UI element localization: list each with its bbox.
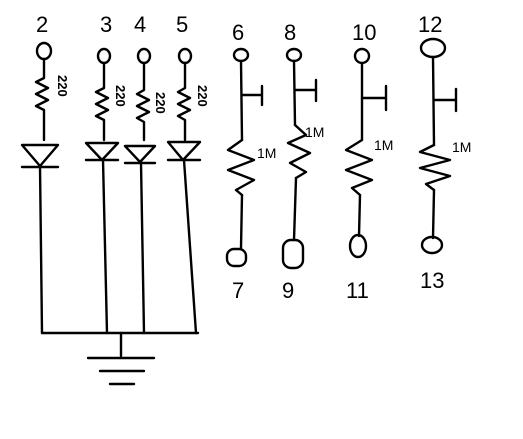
sensor-wire-bottom-10: [357, 193, 362, 238]
pin-pad-7: [225, 247, 248, 268]
led-channel-pin-3: 3 220: [84, 12, 128, 335]
pin-pad-10: [353, 47, 371, 65]
pin-pad-2: [35, 41, 53, 61]
resistor-label-220-4: 220: [195, 85, 210, 107]
led-lead-1: [38, 164, 44, 335]
resistor-label-1m-4: 1M: [452, 139, 471, 155]
sensor-wire-bottom-12: [431, 188, 436, 240]
sensor-channel-pin-12: 12 1M 13: [418, 12, 471, 293]
resistor-label-1m-2: 1M: [305, 124, 324, 140]
resistor-label-1m-3: 1M: [374, 137, 393, 153]
resistor-220-1: [34, 57, 50, 142]
led-diode-4: [166, 140, 202, 162]
pin-label-13: 13: [420, 268, 444, 293]
resistor-label-220-2: 220: [113, 85, 128, 107]
pin-label-9: 9: [282, 278, 294, 303]
pin-pad-12: [419, 37, 447, 59]
resistor-1m-1: [226, 138, 256, 197]
sensor-wire-bottom-6: [239, 193, 244, 250]
pin-label-7: 7: [232, 278, 244, 303]
led-channel-pin-4: 4 220: [123, 12, 168, 335]
resistor-220-2: [94, 61, 110, 142]
resistor-1m-2: [286, 123, 312, 180]
led-lead-3: [139, 161, 146, 335]
sensor-plate-8: [293, 78, 318, 103]
resistor-label-1m-1: 1M: [257, 145, 276, 161]
sensor-channel-pin-6: 6 1M 7: [225, 20, 276, 303]
pin-pad-13: [420, 235, 444, 255]
pin-label-10: 10: [352, 20, 376, 45]
sensor-plate-6: [240, 84, 264, 107]
led-diode-1: [20, 143, 60, 169]
sensor-wire-top-8: [292, 59, 297, 127]
ground-network: [40, 331, 200, 386]
pin-pad-8: [285, 47, 303, 63]
led-lead-2: [101, 158, 109, 335]
resistor-label-220-1: 220: [55, 75, 70, 97]
ground-symbol: [86, 356, 156, 386]
sensor-channel-pin-10: 10 1M 11: [344, 20, 393, 303]
pin-pad-3: [96, 47, 112, 65]
resistor-1m-4: [418, 143, 452, 192]
sensor-plate-12: [432, 87, 458, 113]
resistor-220-3: [135, 61, 151, 142]
sensor-wire-bottom-8: [292, 176, 298, 242]
pin-pad-11: [348, 233, 368, 259]
pin-label-5: 5: [176, 12, 188, 37]
led-channel-pin-5: 5 220: [166, 12, 210, 335]
led-diode-3: [123, 144, 157, 165]
pin-pad-5: [177, 47, 193, 65]
pin-label-12: 12: [418, 12, 442, 37]
led-channel-pin-2: 2 220: [20, 12, 70, 335]
sensor-channel-pin-8: 8 1M 9: [281, 20, 324, 303]
pin-label-6: 6: [232, 20, 244, 45]
resistor-220-4: [176, 61, 192, 142]
pin-label-4: 4: [134, 12, 146, 37]
pin-pad-9: [281, 238, 305, 270]
pin-label-3: 3: [100, 12, 112, 37]
pin-pad-4: [136, 47, 152, 65]
led-lead-4: [182, 158, 198, 335]
resistor-label-220-3: 220: [153, 92, 168, 114]
pin-label-8: 8: [284, 20, 296, 45]
sensor-plate-10: [360, 84, 388, 112]
resistor-1m-3: [344, 138, 374, 197]
pin-label-11: 11: [346, 278, 369, 303]
led-diode-2: [84, 141, 120, 162]
pin-pad-6: [232, 47, 250, 63]
sensor-wire-top-6: [239, 59, 244, 142]
pin-label-2: 2: [36, 12, 48, 37]
